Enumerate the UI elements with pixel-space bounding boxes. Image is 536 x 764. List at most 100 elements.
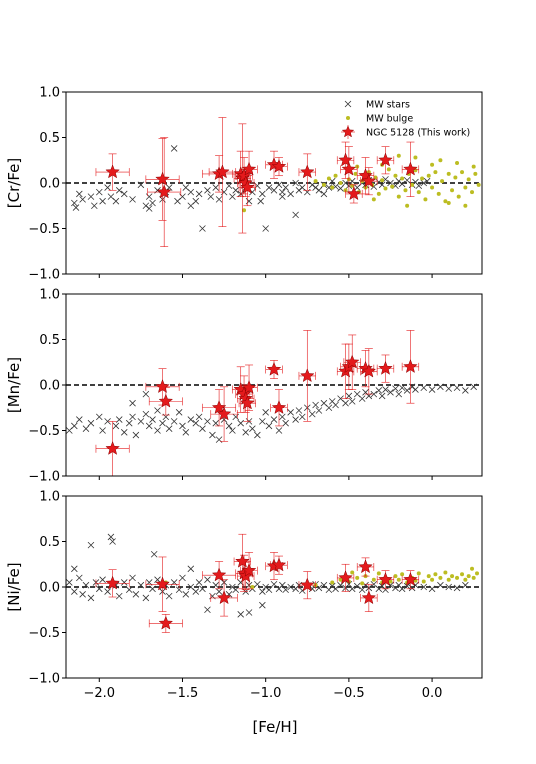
mw-star-point [295,186,303,194]
mw-star-point [87,541,95,549]
mw-bulge-point [416,571,421,576]
ngc5128-star-point [211,567,227,582]
mw-star-point [259,190,266,198]
mw-star-point [237,419,245,427]
y-tick-label: 0.5 [39,535,60,550]
mw-star-point [287,583,294,591]
mw-bulge-point [386,167,391,172]
mw-star-point [215,196,223,203]
ngc5128-star-point [271,557,287,572]
mw-star-point [82,425,90,432]
mw-bulge-point [446,201,451,206]
mw-star-point [353,582,361,590]
ngc5128-star-point [378,360,393,375]
x-tick-label: −0.5 [333,686,365,701]
ngc5128-star-point [105,441,120,455]
mw-star-point [232,586,240,594]
mw-bulge-point [326,176,331,181]
mw-star-point [282,184,289,191]
mw-star-point [95,585,103,593]
mw-star-point [115,416,123,423]
mw-star-point [437,383,444,391]
mw-star-point [245,609,253,616]
mw-star-point [142,594,150,602]
mw-star-point [342,179,349,187]
series-ngc-5128-this-work- [95,117,420,247]
mw-star-point [348,585,356,593]
x-tick-label: −2.0 [83,686,115,701]
mw-star-point [270,186,278,194]
mw-star-point [292,211,299,219]
mw-star-point [120,429,128,436]
mw-bulge-point [400,176,405,181]
series-ngc-5128-this-work- [95,533,420,633]
mw-bulge-point [463,203,468,208]
y-tick-label: 1.0 [39,86,60,101]
mw-star-point [398,585,406,593]
ngc5128-star-point [338,570,353,585]
mw-star-point [392,385,399,392]
mw-bulge-point [476,182,481,187]
mw-star-point [408,584,416,592]
mw-star-point [462,387,469,394]
mw-bulge-point [321,182,326,187]
mw-star-point [408,383,416,391]
mw-star-point [145,422,153,430]
mw-star-point [312,184,319,191]
mw-star-point [165,425,173,432]
mw-star-point [71,565,78,573]
y-axis-label: [Mn/Fe] [5,357,23,413]
mw-bulge-point [436,191,441,196]
mw-star-point [104,184,111,191]
mw-bulge-point [440,179,445,184]
mw-star-point [245,197,253,205]
ngc5128-star-point [105,575,120,590]
mw-star-point [415,182,423,190]
ngc5128-star-point [338,152,353,167]
mw-star-point [112,422,120,430]
mw-star-point [279,413,286,421]
mw-star-point [187,202,195,210]
mw-star-point [179,422,186,430]
series-ngc-5128-this-work- [95,330,420,477]
mw-star-point [295,407,303,414]
ngc5128-star-point [271,158,287,173]
mw-star-point [109,538,116,545]
mw-star-point [165,592,173,600]
mw-star-point [292,416,299,423]
mw-star-point [199,425,206,432]
mw-bulge-point [396,577,401,582]
mw-star-point [257,197,264,205]
mw-star-point [299,413,306,421]
mw-star-point [99,576,106,584]
mw-star-point [420,179,428,187]
mw-star-point [428,585,436,593]
mw-star-point [209,431,216,439]
mw-bulge-point [376,571,381,576]
mw-star-point [453,584,461,592]
mw-star-point [470,383,477,391]
mw-star-point [182,429,190,436]
mw-star-point [212,419,220,427]
mw-star-point [187,188,195,196]
mw-bulge-point [463,185,468,190]
mw-bulge-point [475,571,480,576]
mw-star-point [204,576,211,584]
ngc5128-star-point [240,179,255,194]
mw-bulge-point [421,579,426,584]
mw-star-point [279,581,286,589]
mw-star-point [232,413,240,421]
y-tick-label: 0.0 [39,379,60,394]
y-tick-label: −1.0 [28,672,60,687]
ngc5128-star-point [158,393,174,408]
mw-star-point [159,419,166,427]
ngc5128-star-point [341,161,357,176]
panel-top: 1.0 0.5 0.0 −0.5 −1.0 [Cr/Fe] MW stars MW bulge… [5,86,483,283]
mw-star-point [120,190,128,198]
mw-bulge-point [330,185,335,190]
mw-bulge-point [463,577,468,582]
mw-bulge-point [423,197,428,202]
legend-dot-icon [346,116,350,120]
mw-bulge-point [380,178,385,183]
